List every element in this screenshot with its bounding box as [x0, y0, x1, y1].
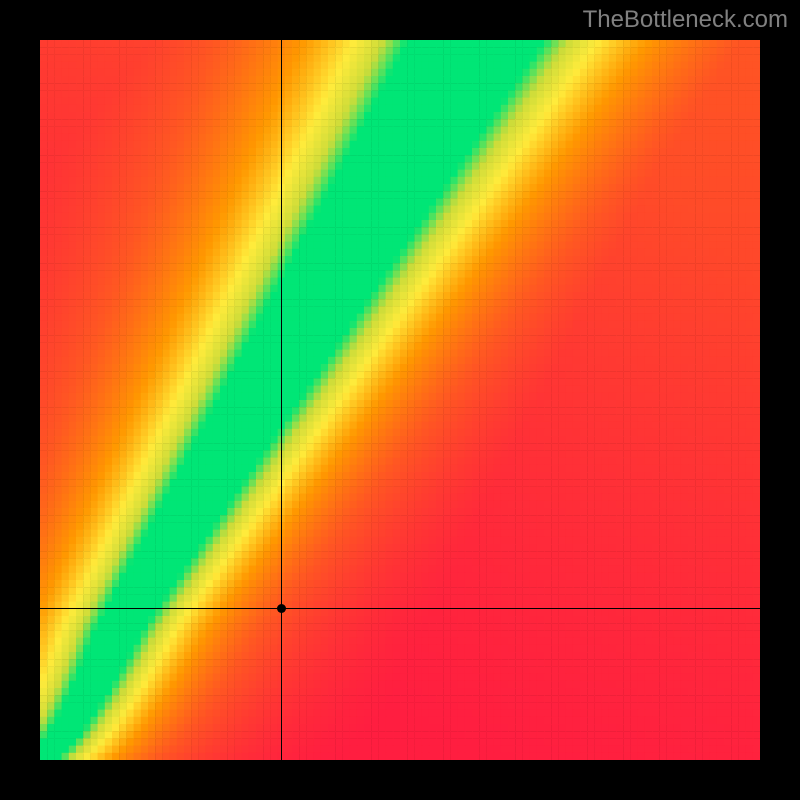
chart-container: TheBottleneck.com	[0, 0, 800, 800]
heatmap-canvas	[40, 40, 760, 760]
watermark: TheBottleneck.com	[583, 6, 788, 34]
crosshair-horizontal	[40, 608, 760, 609]
plot-area	[40, 40, 760, 760]
crosshair-vertical	[281, 40, 282, 760]
